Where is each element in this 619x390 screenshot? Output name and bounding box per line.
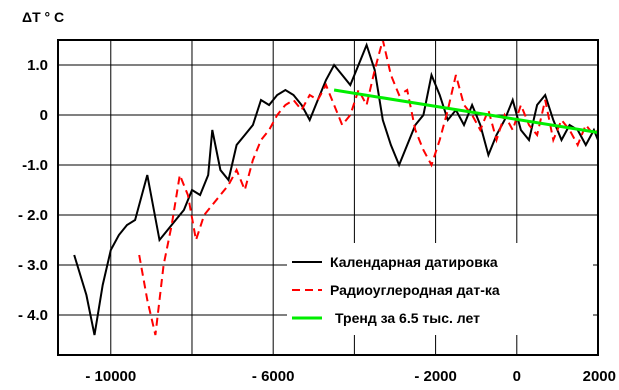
y-tick-label: 1.0 <box>27 57 48 74</box>
legend: Календарная датировка Радиоуглеродная дат… <box>287 243 593 335</box>
y-tick-label: - 2.0 <box>18 207 48 224</box>
x-tick-label: 0 <box>513 368 521 385</box>
series-line-1 <box>73 42 599 336</box>
x-tick-label: 2000 <box>583 368 616 385</box>
x-tick-label: - 6000 <box>252 368 295 385</box>
x-tick-label: - 10000 <box>85 368 136 385</box>
grid <box>58 40 598 355</box>
y-tick-label: 0 <box>40 107 48 124</box>
legend-label-2: Радиоуглеродная дат-ка <box>330 282 500 298</box>
legend-label-3: Тренд за 6.5 тыс. лет <box>335 310 480 326</box>
legend-label-1: Календарная датировка <box>330 254 498 270</box>
series-line-3 <box>333 88 599 134</box>
x-tick-label: - 2000 <box>414 368 457 385</box>
tick-labels: 1.0 0 -1.0 - 2.0 - 3.0 - 4.0 - 10000 - 6000 - 20… <box>18 57 616 385</box>
legend-box <box>287 243 593 335</box>
y-tick-label: - 3.0 <box>18 257 48 274</box>
y-axis-title: ΔT ° C <box>22 9 64 25</box>
series-line-2 <box>138 39 599 336</box>
y-tick-label: - 4.0 <box>18 307 48 324</box>
plot-frame <box>57 39 599 356</box>
y-tick-label: -1.0 <box>22 157 48 174</box>
series-layer <box>73 39 599 336</box>
